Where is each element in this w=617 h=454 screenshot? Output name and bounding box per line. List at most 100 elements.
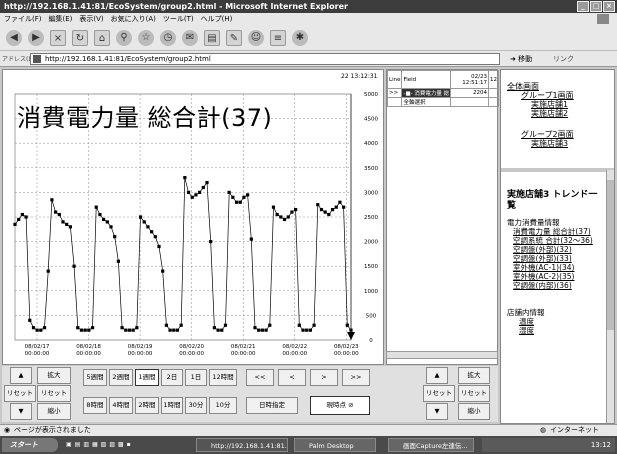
forward-icon[interactable]: ▶ xyxy=(28,29,44,46)
search-icon[interactable]: ⚲ xyxy=(116,29,132,46)
table-header-field: Field xyxy=(401,70,452,89)
x-tick-time: 00:00:00 xyxy=(282,351,307,357)
shrink-button[interactable]: 縮小 xyxy=(37,403,71,420)
home-icon[interactable]: ⌂ xyxy=(94,29,110,46)
nav-next-button[interactable]: > xyxy=(310,369,338,386)
trend-list-heading: 実施店舗3 トレンド一覧 xyxy=(507,190,598,211)
quicklaunch-icons[interactable]: ▣▤▥▦▧▨▩▪ xyxy=(66,441,134,448)
menu-view[interactable]: 表示(V) xyxy=(79,15,104,23)
select-all-axes[interactable]: 全軸選択 xyxy=(401,97,452,107)
link-humidity[interactable]: 湿度 xyxy=(519,326,534,335)
messenger-icon[interactable]: ☺ xyxy=(248,29,264,46)
reset-right-button[interactable]: リセット xyxy=(37,385,71,402)
stop-icon[interactable]: × xyxy=(50,29,66,46)
refresh-icon[interactable]: ↻ xyxy=(72,29,88,46)
frame-divider[interactable] xyxy=(501,168,614,172)
series-point xyxy=(161,269,165,273)
range-10min[interactable]: 10分 xyxy=(209,397,237,414)
link-group1[interactable]: グループ1画面 xyxy=(521,91,574,100)
range-2weeks[interactable]: 2週間 xyxy=(109,369,133,386)
back-icon[interactable]: ◀ xyxy=(6,29,22,46)
favorites-icon[interactable]: ☆ xyxy=(138,29,154,46)
range-30min[interactable]: 30分 xyxy=(185,397,207,414)
y-tick-label: 2000 xyxy=(364,240,378,246)
series-point xyxy=(39,328,43,332)
link-store3[interactable]: 実施店舗3 xyxy=(531,139,569,148)
zoom-up-button[interactable]: ▲ xyxy=(10,367,32,384)
specify-time-button[interactable]: 日時指定 xyxy=(246,397,298,414)
link-store1[interactable]: 実施店舗1 xyxy=(531,100,569,109)
range-2hours[interactable]: 2時間 xyxy=(135,397,159,414)
task-ie[interactable]: http://192.168.1.41:81... xyxy=(196,438,288,452)
side-vertical-scrollbar[interactable] xyxy=(606,170,614,423)
range-4hours[interactable]: 4時間 xyxy=(109,397,133,414)
series-point xyxy=(113,235,117,239)
link-all-screen[interactable]: 全体画面 xyxy=(507,82,539,91)
table-row[interactable]: >> -■- 消費電力量 総 2204 xyxy=(386,88,499,98)
table-horizontal-scrollbar[interactable] xyxy=(386,351,498,359)
current-point-button[interactable]: 現時点 ⊘ xyxy=(310,396,370,415)
start-button[interactable]: スタート xyxy=(2,438,58,452)
scrollbar-thumb[interactable] xyxy=(607,180,614,330)
trend-link[interactable]: 空調盤(外部)(32) xyxy=(513,245,572,254)
link-temperature[interactable]: 温度 xyxy=(519,317,534,326)
expand-button[interactable]: 拡大 xyxy=(37,367,71,384)
series-point xyxy=(102,217,106,222)
trend-link[interactable]: 室外機(AC-2)(35) xyxy=(513,272,575,281)
range-8hours[interactable]: 8時間 xyxy=(83,397,107,414)
range-1week[interactable]: 1週間 xyxy=(135,369,159,386)
address-input[interactable]: http://192.168.1.41:81/EcoSystem/group2.… xyxy=(30,53,500,65)
page-favicon-icon xyxy=(33,55,41,63)
zoom-down-button[interactable]: ▼ xyxy=(10,403,32,420)
tools-icon[interactable]: ✱ xyxy=(292,29,308,46)
maximize-button[interactable]: □ xyxy=(590,1,602,12)
go-button[interactable]: ➜ 移動 xyxy=(510,53,548,65)
y-zoom-down-button[interactable]: ▼ xyxy=(426,403,448,420)
menu-file[interactable]: ファイル(F) xyxy=(4,15,42,23)
chart-panel: 5000 4500 4000 3500 3000 2500 2000 1500 1000 500 0… xyxy=(2,69,384,365)
series-point xyxy=(120,326,124,330)
nav-last-button[interactable]: >> xyxy=(342,369,370,386)
series-point xyxy=(234,200,239,204)
range-1day[interactable]: 1日 xyxy=(185,369,207,386)
link-group2[interactable]: グループ2画面 xyxy=(521,130,574,139)
link-store2[interactable]: 実施店舗2 xyxy=(531,109,569,118)
reset-left-button[interactable]: リセット xyxy=(4,385,36,402)
task-palm-desktop[interactable]: Palm Desktop xyxy=(294,438,376,452)
links-button[interactable]: リンク xyxy=(553,55,574,63)
y-tick-label: 3000 xyxy=(364,190,378,196)
trend-link[interactable]: 空調盤(外部)(33) xyxy=(513,254,572,263)
research-icon[interactable]: ≡ xyxy=(270,29,286,46)
close-button[interactable]: × xyxy=(603,1,615,12)
y-reset-right-button[interactable]: リセット xyxy=(458,385,490,402)
table-header-date: 02/23 12:51:17 xyxy=(450,70,489,89)
y-zoom-up-button[interactable]: ▲ xyxy=(426,367,448,384)
range-12hours[interactable]: 12時間 xyxy=(209,369,237,386)
nav-first-button[interactable]: << xyxy=(246,369,274,386)
menu-tools[interactable]: ツール(T) xyxy=(162,15,194,23)
task-capture[interactable]: 画面Capture左連伝... xyxy=(388,438,474,452)
y-shrink-button[interactable]: 縮小 xyxy=(458,403,490,420)
y-reset-left-button[interactable]: リセット xyxy=(423,385,455,402)
y-expand-button[interactable]: 拡大 xyxy=(458,367,490,384)
range-5weeks[interactable]: 5週間 xyxy=(83,369,107,386)
mail-icon[interactable]: ✉ xyxy=(182,29,198,46)
trend-link[interactable]: 消費電力量 総合計(37) xyxy=(513,227,591,236)
minimize-button[interactable]: _ xyxy=(577,1,589,12)
history-icon[interactable]: ◷ xyxy=(160,29,176,46)
range-2days[interactable]: 2日 xyxy=(161,369,183,386)
menu-help[interactable]: ヘルプ(H) xyxy=(200,15,233,23)
trend-link[interactable]: 室外機(AC-1)(34) xyxy=(513,263,575,272)
range-1hour[interactable]: 1時間 xyxy=(161,397,183,414)
edit-icon[interactable]: ✎ xyxy=(226,29,242,46)
nav-prev-button[interactable]: < xyxy=(278,369,306,386)
menu-edit[interactable]: 編集(E) xyxy=(48,15,73,23)
menu-favorites[interactable]: お気に入り(A) xyxy=(110,15,156,23)
series-point xyxy=(168,328,172,332)
trend-link[interactable]: 空調盤(内部)(36) xyxy=(513,281,572,290)
trend-link[interactable]: 空調系統 合計(32～36) xyxy=(513,236,593,245)
series-point xyxy=(28,318,32,322)
print-icon[interactable]: ▤ xyxy=(204,29,220,46)
table-row[interactable]: 全軸選択 xyxy=(386,97,499,107)
